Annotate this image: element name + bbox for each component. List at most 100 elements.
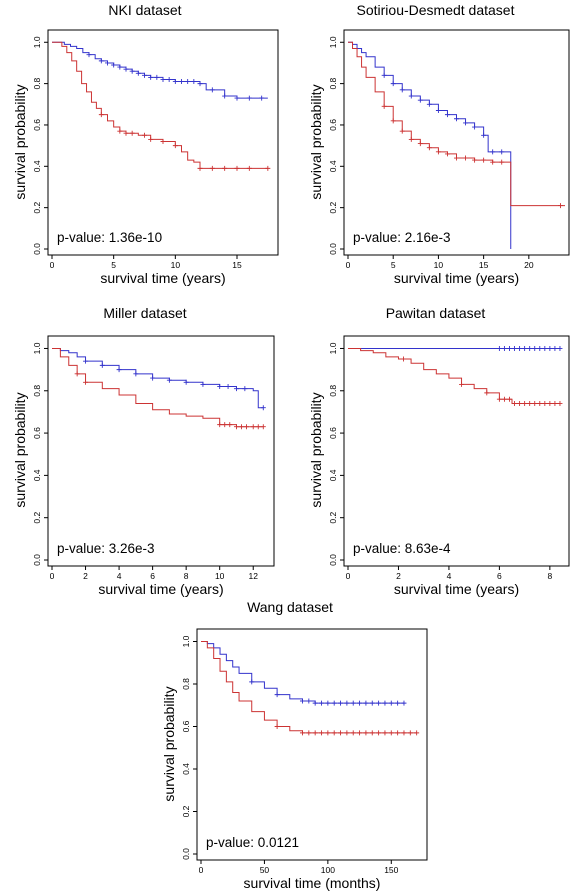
censor-mark (312, 730, 318, 736)
y-tick-label: 0.0 (328, 554, 338, 566)
y-tick-label: 1.0 (328, 36, 338, 48)
censor-mark (435, 107, 441, 113)
censor-mark (319, 730, 325, 736)
km-plot-pawitan: 0 2 4 6 8 0.0 0.2 0.4 0.6 0.8 1.0 Pawitan dataset … (292, 303, 579, 603)
censor-mark (98, 58, 104, 64)
censor-mark (501, 345, 507, 351)
x-tick-label: 10 (215, 571, 225, 581)
censor-mark (222, 422, 228, 428)
y-tick-label: 0.6 (32, 119, 42, 131)
censor-mark (363, 730, 369, 736)
censor-mark (496, 345, 502, 351)
censor-mark (123, 66, 129, 72)
censor-mark (86, 52, 92, 58)
survival-curve-high-risk (52, 347, 264, 428)
censor-mark (338, 730, 344, 736)
censor-mark (417, 97, 423, 103)
censor-mark (444, 151, 450, 157)
censor-mark (444, 112, 450, 118)
censor-mark (463, 120, 469, 126)
censor-mark (111, 62, 117, 68)
censor-mark (459, 381, 465, 387)
censor-mark (557, 400, 563, 406)
censor-mark (172, 79, 178, 85)
x-tick-label: 100 (321, 865, 335, 875)
censor-mark (376, 700, 382, 706)
censor-mark (83, 379, 89, 385)
censor-mark (142, 72, 147, 78)
censor-mark (129, 68, 135, 74)
plot-area: 0 2 4 6 8 0.0 0.2 0.4 0.6 0.8 1.0 (328, 335, 570, 581)
p-value-annotation: p-value: 3.26e-3 (57, 541, 155, 556)
censor-mark (390, 81, 396, 87)
censor-mark (74, 371, 80, 377)
y-axis-label: survival probability (308, 83, 324, 200)
p-value-annotation: p-value: 8.63e-4 (353, 541, 451, 556)
censor-mark (408, 136, 414, 142)
censor-mark (496, 396, 502, 402)
censor-mark (331, 700, 337, 706)
censor-mark (148, 74, 154, 80)
censor-mark (133, 371, 139, 377)
censor-mark (381, 103, 387, 109)
censor-mark (306, 730, 312, 736)
plot-area: 0 50 100 150 0.0 0.2 0.4 0.6 0.8 1.0 (181, 628, 428, 875)
censor-mark (98, 112, 104, 118)
censor-mark (522, 345, 528, 351)
x-tick-label: 4 (447, 571, 452, 581)
censor-mark (369, 700, 375, 706)
censor-mark (225, 384, 231, 390)
y-tick-label: 0.8 (181, 678, 191, 690)
censor-mark (454, 116, 459, 122)
censor-mark (129, 130, 135, 136)
survival-curve-low-risk (52, 41, 268, 99)
y-tick-label: 0.2 (328, 201, 338, 213)
censor-mark (506, 396, 512, 402)
y-tick-label: 0.8 (32, 385, 42, 397)
x-tick-label: 2 (83, 571, 88, 581)
plot-frame (343, 335, 570, 567)
censor-mark (116, 367, 122, 373)
x-axis-label: survival time (years) (393, 581, 520, 597)
censor-mark (222, 93, 228, 99)
survival-curve-high-risk (348, 347, 560, 404)
censor-mark (344, 730, 350, 736)
censor-mark (401, 356, 407, 362)
censor-mark (148, 136, 154, 142)
km-plot-miller: 0 2 4 6 8 10 12 0.0 0.2 0.4 0.6 0.8 1.0 Miller datas… (0, 303, 290, 603)
p-value-annotation: p-value: 0.0121 (206, 835, 300, 850)
censor-mark (227, 422, 233, 428)
censor-mark (390, 118, 396, 124)
censor-mark (166, 76, 172, 82)
censor-mark (260, 405, 266, 411)
y-tick-label: 0.2 (328, 512, 338, 524)
x-tick-label: 15 (232, 260, 242, 270)
censor-mark (142, 132, 147, 138)
censor-mark (542, 345, 548, 351)
censor-mark (463, 155, 469, 161)
y-tick-label: 0.0 (32, 554, 42, 566)
censor-mark (484, 390, 490, 396)
censor-mark (557, 203, 563, 209)
censor-mark (325, 730, 331, 736)
censor-mark (117, 64, 123, 70)
censor-mark (401, 730, 407, 736)
censor-mark (350, 700, 356, 706)
y-tick-label: 0.0 (181, 848, 191, 860)
chart-title: Sotiriou-Desmedt dataset (356, 2, 515, 18)
censor-mark (376, 730, 382, 736)
chart-title: Pawitan dataset (385, 305, 486, 321)
censor-mark (481, 157, 487, 163)
y-tick-label: 0.4 (328, 469, 338, 481)
censor-mark (217, 422, 223, 428)
censor-mark (325, 700, 331, 706)
censor-mark (246, 165, 252, 171)
x-tick-label: 0 (50, 571, 55, 581)
y-tick-label: 0.8 (328, 77, 338, 89)
censor-mark (154, 74, 160, 80)
censor-mark (532, 400, 538, 406)
censor-mark (200, 381, 206, 387)
km-plot-wang: 0 50 100 150 0.0 0.2 0.4 0.6 0.8 1.0 Wang dataset… (145, 597, 435, 892)
censor-mark (512, 345, 518, 351)
censor-mark (417, 141, 423, 147)
